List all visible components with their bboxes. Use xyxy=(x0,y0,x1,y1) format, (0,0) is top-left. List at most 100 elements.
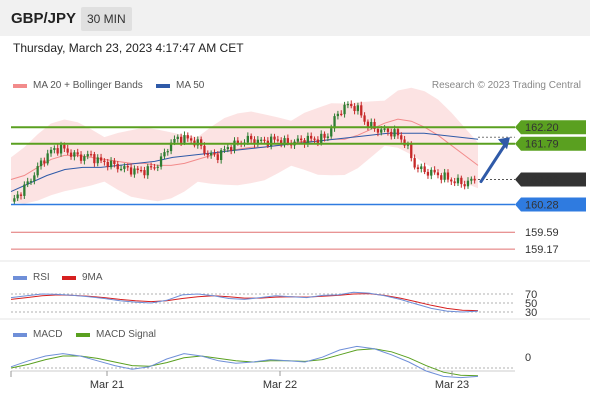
candle-body xyxy=(456,177,460,184)
copyright: Research © 2023 Trading Central xyxy=(431,80,581,91)
level-label-159-59: 159.59 xyxy=(525,227,559,239)
candle-body xyxy=(210,152,213,156)
legend-macd: MACD xyxy=(13,329,62,340)
candle-body xyxy=(36,166,39,176)
candle-body xyxy=(420,166,423,169)
candle-body xyxy=(256,139,259,145)
candle-body xyxy=(360,105,363,116)
candle-body xyxy=(230,147,233,151)
candle-body xyxy=(73,152,76,157)
candle-body xyxy=(29,181,33,183)
candle-body xyxy=(333,116,336,129)
candle-body xyxy=(126,166,129,168)
candle-body xyxy=(233,140,236,151)
candle-body xyxy=(43,160,46,164)
candle-body xyxy=(183,135,186,143)
candle-body xyxy=(163,152,166,157)
candle-body xyxy=(446,172,450,180)
candle-body xyxy=(19,194,23,196)
candle-body xyxy=(443,172,446,180)
candle-body xyxy=(383,128,386,130)
candle-body xyxy=(380,129,383,133)
ma20-line xyxy=(10,118,479,180)
candle-body xyxy=(340,113,343,115)
candle-body xyxy=(463,184,466,187)
candle-body xyxy=(129,167,133,175)
candle-body xyxy=(410,144,413,159)
candle-body xyxy=(236,140,239,143)
candle-body xyxy=(153,167,156,169)
candle-body xyxy=(330,128,333,137)
candle-body xyxy=(473,178,476,181)
candle-body xyxy=(139,170,143,172)
candle-body xyxy=(169,142,173,152)
candle-body xyxy=(59,144,63,154)
legend-rsi: RSI xyxy=(13,272,50,283)
candle-body xyxy=(123,166,126,169)
ma50-legend-label: MA 50 xyxy=(176,80,205,91)
rsi-legend-label: RSI xyxy=(33,272,50,283)
macd-signal-legend-label: MACD Signal xyxy=(96,329,157,340)
candle-body xyxy=(276,139,279,141)
candle-body xyxy=(423,166,426,172)
candle-body xyxy=(323,133,326,138)
candle-body xyxy=(346,104,349,106)
legend-macd-signal: MACD Signal xyxy=(76,329,156,340)
x-tick-label-2: Mar 22 xyxy=(263,379,297,391)
macd-line xyxy=(10,345,479,379)
candle-body xyxy=(46,153,49,164)
candle-body xyxy=(260,139,263,141)
candle-body xyxy=(159,156,163,167)
candle-body xyxy=(373,122,376,129)
ma50-swatch xyxy=(156,83,170,88)
candle-body xyxy=(26,181,29,185)
ma20-swatch xyxy=(13,83,27,88)
candle-body xyxy=(370,122,373,127)
candle-body xyxy=(156,166,159,168)
ma50-line xyxy=(10,132,479,193)
candle-body xyxy=(413,158,416,168)
forecast-arrowhead xyxy=(498,137,510,150)
candle-body xyxy=(200,139,203,146)
candle-body xyxy=(270,136,273,146)
candle-body xyxy=(436,172,440,176)
timeframe-button[interactable]: 30 MIN xyxy=(81,7,132,31)
candle-body xyxy=(119,168,123,171)
candle-body xyxy=(460,177,463,185)
candle-body xyxy=(343,104,346,115)
candle-body xyxy=(253,139,256,145)
level-label-161-79: 161.79 xyxy=(525,139,559,151)
candle-body xyxy=(336,113,339,117)
9ma-legend-label: 9MA xyxy=(82,272,103,283)
candle-body xyxy=(303,140,306,145)
candle-body xyxy=(113,160,116,164)
level-label-160-90: 160.90 xyxy=(525,175,559,187)
candle-body xyxy=(390,131,393,137)
candle-body xyxy=(263,139,266,141)
candle-body xyxy=(196,139,199,146)
candle-body xyxy=(103,160,106,162)
candle-body xyxy=(76,152,79,155)
candle-body xyxy=(296,138,299,142)
candle-body xyxy=(216,154,219,160)
rsi-level-label-70: 70 xyxy=(525,289,537,301)
candle-body xyxy=(453,181,456,184)
candle-body xyxy=(356,105,359,112)
candle-body xyxy=(220,150,223,160)
candle-body xyxy=(13,198,16,202)
candle-body xyxy=(109,160,113,168)
candle-body xyxy=(33,175,36,182)
candle-body xyxy=(16,194,19,199)
candle-body xyxy=(306,135,309,145)
candle-body xyxy=(433,169,436,173)
ma20-legend-label: MA 20 + Bollinger Bands xyxy=(33,80,143,91)
candle-body xyxy=(86,154,89,157)
candle-body xyxy=(166,151,169,153)
candle-body xyxy=(226,147,229,150)
legend-ma50: MA 50 xyxy=(156,80,204,91)
candle-body xyxy=(136,168,139,170)
level-tag-161-79 xyxy=(515,136,586,151)
candle-body xyxy=(350,104,353,107)
forecast-arrow xyxy=(479,141,508,184)
